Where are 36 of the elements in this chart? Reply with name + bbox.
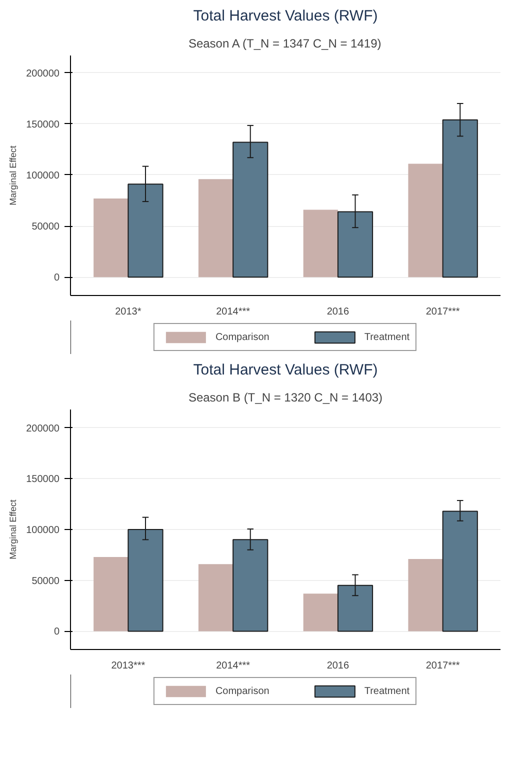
y-tick-label: 0 (54, 272, 60, 284)
legend-label: Comparison (215, 686, 270, 696)
x-tick-label: 2016 (326, 306, 350, 318)
bar (408, 164, 443, 278)
chart-subtitle: Season B (T_N = 1320 C_N = 1403) (188, 390, 383, 404)
legend-label: Treatment (364, 686, 410, 696)
y-tick-label: 150000 (26, 474, 60, 486)
x-tick-label: 2016 (326, 660, 350, 672)
y-tick-label: 0 (54, 626, 60, 638)
bar (198, 564, 234, 632)
x-tick-label: 2017*** (426, 660, 460, 672)
legend-label: Comparison (215, 332, 270, 342)
bar (303, 210, 338, 278)
bar (408, 558, 443, 632)
bar (94, 198, 128, 278)
y-tick-label: 200000 (26, 68, 60, 80)
bar (198, 179, 234, 278)
bar (303, 594, 338, 632)
y-tick-label: 50000 (32, 576, 60, 587)
y-tick-label: 50000 (32, 222, 60, 233)
chart-title: Total Harvest Values (RWF) (193, 362, 378, 378)
chart-title: Total Harvest Values (RWF) (193, 8, 378, 24)
y-tick-label: 150000 (26, 119, 60, 130)
chart-subtitle: Season A (T_N = 1347 C_N = 1419) (188, 36, 382, 50)
legend-label: Treatment (364, 332, 410, 342)
y-axis-title: Marginal Effect (8, 145, 18, 206)
x-tick-label: 2013* (115, 306, 142, 318)
x-tick-label: 2017*** (426, 306, 460, 318)
x-tick-label: 2014*** (216, 660, 250, 672)
x-tick-label: 2014*** (216, 306, 250, 318)
x-tick-label: 2013*** (111, 660, 146, 672)
y-tick-label: 100000 (26, 170, 60, 182)
y-tick-label: 200000 (26, 423, 60, 434)
y-tick-label: 100000 (26, 525, 60, 536)
y-axis-title: Marginal Effect (8, 499, 18, 560)
bar (94, 556, 128, 632)
